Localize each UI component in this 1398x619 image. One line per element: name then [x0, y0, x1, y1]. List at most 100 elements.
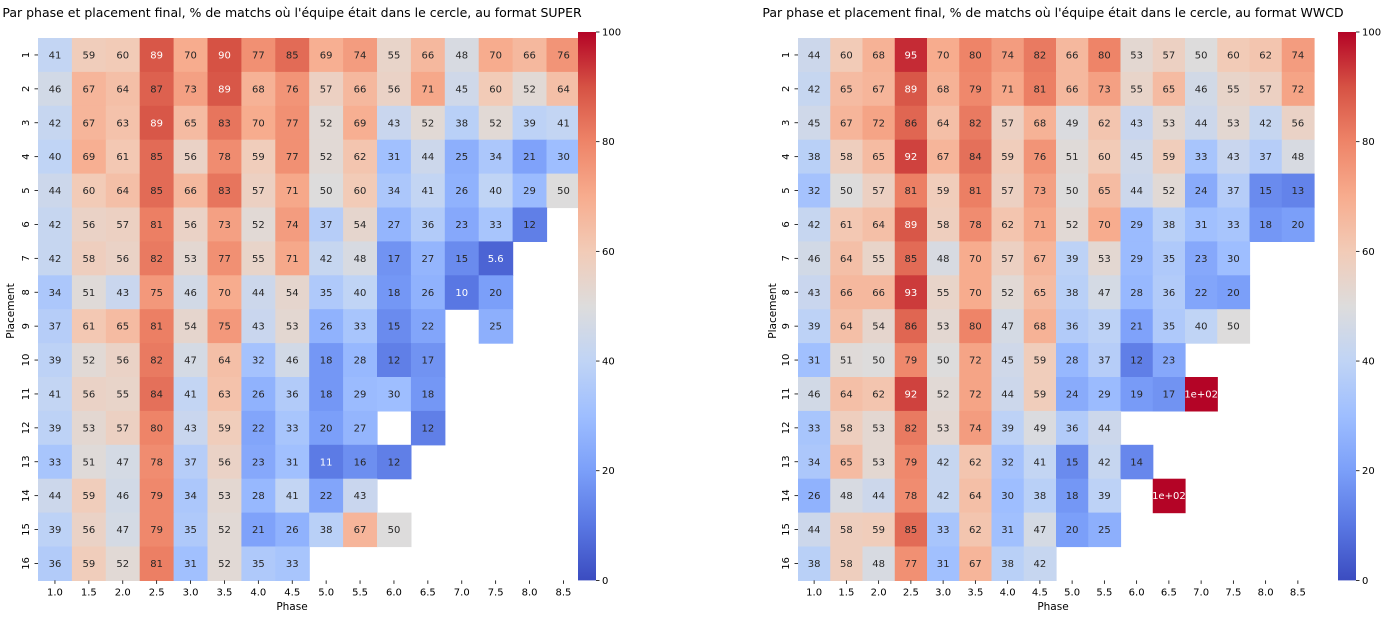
cell-value-label: 17 — [421, 356, 434, 367]
heatmap-cell — [1088, 139, 1122, 175]
cell-value-label: 57 — [1001, 186, 1014, 197]
cell-value-label: 37 — [49, 322, 62, 333]
cell-value-label: 37 — [184, 457, 197, 468]
heatmap-cell — [71, 105, 107, 141]
heatmap-cell — [1152, 139, 1186, 175]
heatmap-cell — [830, 241, 864, 276]
x-tick-label: 5.0 — [1064, 587, 1080, 598]
cell-value-label: 57 — [116, 220, 129, 231]
y-tick-label: 8 — [21, 289, 32, 295]
heatmap-cell — [894, 343, 928, 378]
heatmap-cell — [512, 38, 548, 73]
heatmap-cell — [377, 275, 412, 310]
colorbar-gradient — [578, 32, 596, 581]
cell-value-label: 52 — [252, 220, 265, 231]
heatmap-cell — [139, 38, 175, 73]
heatmap-cell — [309, 207, 344, 242]
cell-value-label: 50 — [937, 356, 950, 367]
cell-value-label: 84 — [150, 389, 163, 400]
heatmap-cell — [444, 275, 480, 310]
heatmap-cell — [105, 377, 141, 412]
colorbar-tick-label: 80 — [602, 137, 615, 148]
heatmap-cell — [105, 512, 141, 548]
cell-value-label: 50 — [388, 525, 401, 536]
cell-value-label: 39 — [523, 118, 536, 129]
cell-value-label: 56 — [184, 152, 197, 163]
cell-value-label: 67 — [937, 152, 950, 163]
cell-value-label: 44 — [49, 186, 62, 197]
cell-value-label: 39 — [1098, 491, 1111, 502]
heatmap-cell — [1217, 139, 1251, 175]
heatmap-cell — [927, 343, 960, 378]
cell-value-label: 22 — [320, 491, 333, 502]
colorbar-tick-label: 60 — [602, 247, 615, 258]
heatmap-cell — [343, 139, 378, 175]
cell-value-label: 90 — [218, 50, 231, 61]
heatmap-cell — [1152, 105, 1186, 141]
y-tick-label: 7 — [21, 255, 32, 261]
cell-value-label: 48 — [840, 491, 853, 502]
colorbar-tick-label: 80 — [1362, 137, 1375, 148]
cell-value-label: 29 — [1098, 389, 1111, 400]
heatmap-cell — [1249, 173, 1283, 209]
x-tick-label: 3.0 — [935, 587, 951, 598]
heatmap-cell — [105, 309, 141, 344]
cell-value-label: 51 — [82, 457, 95, 468]
cell-value-label: 52 — [1163, 186, 1176, 197]
heatmap-cell — [105, 105, 141, 141]
cell-value-label: 78 — [218, 152, 231, 163]
heatmap-cell — [1217, 309, 1251, 344]
heatmap-cell — [241, 343, 276, 378]
cell-value-label: 79 — [150, 525, 163, 536]
cell-value-label: 42 — [1034, 559, 1047, 570]
heatmap-cell — [1152, 275, 1186, 310]
heatmap-cell — [207, 38, 242, 73]
heatmap-cell — [1120, 275, 1154, 310]
cell-value-label: 43 — [808, 288, 821, 299]
heatmap-cell — [959, 546, 993, 581]
cell-value-label: 73 — [218, 220, 231, 231]
heatmap-cell — [1088, 478, 1122, 514]
cell-value-label: 79 — [969, 84, 982, 95]
cell-value-label: 33 — [354, 322, 367, 333]
cell-value-label: 50 — [840, 186, 853, 197]
heatmap-super-panel: Par phase et placement final, % de match… — [2, 5, 621, 613]
cell-value-label: 47 — [116, 457, 129, 468]
heatmap-cell — [798, 309, 831, 344]
heatmap-cell — [38, 410, 73, 446]
heatmap-cell — [1281, 71, 1315, 107]
x-tick-label: 8.5 — [555, 587, 571, 598]
cell-value-label: 55 — [1130, 84, 1143, 95]
heatmap-cell — [1056, 478, 1089, 514]
heatmap-cell — [1249, 38, 1283, 73]
heatmap-cell — [139, 309, 175, 344]
cell-value-label: 11 — [320, 457, 333, 468]
cell-value-label: 20 — [1066, 525, 1079, 536]
cell-value-label: 27 — [388, 220, 401, 231]
heatmap-cell — [1120, 173, 1154, 209]
heatmap-cell — [512, 71, 548, 107]
heatmap-cell — [959, 343, 993, 378]
heatmap-cell — [173, 71, 209, 107]
x-axis-label-super: Phase — [276, 601, 307, 613]
heatmap-cell — [894, 139, 928, 175]
heatmap-cell — [444, 105, 480, 141]
cell-value-label: 46 — [49, 84, 62, 95]
heatmap-cell — [139, 241, 175, 276]
cell-value-label: 64 — [840, 254, 853, 265]
heatmap-cell — [1281, 105, 1315, 141]
heatmap-cell — [927, 241, 960, 276]
heatmap-cell — [1249, 105, 1283, 141]
cell-value-label: 20 — [489, 288, 502, 299]
cell-value-label: 33 — [1227, 220, 1240, 231]
heatmap-cell — [959, 173, 993, 209]
heatmap-cell — [1120, 38, 1154, 73]
heatmap-cell — [71, 173, 107, 209]
heatmap-cell — [1056, 207, 1089, 242]
cell-value-label: 72 — [1292, 84, 1305, 95]
heatmap-cell — [275, 139, 310, 175]
heatmap-cell — [959, 309, 993, 344]
heatmap-cell — [444, 207, 480, 242]
heatmap-cell — [1152, 343, 1186, 378]
y-tick-label: 9 — [21, 323, 32, 329]
